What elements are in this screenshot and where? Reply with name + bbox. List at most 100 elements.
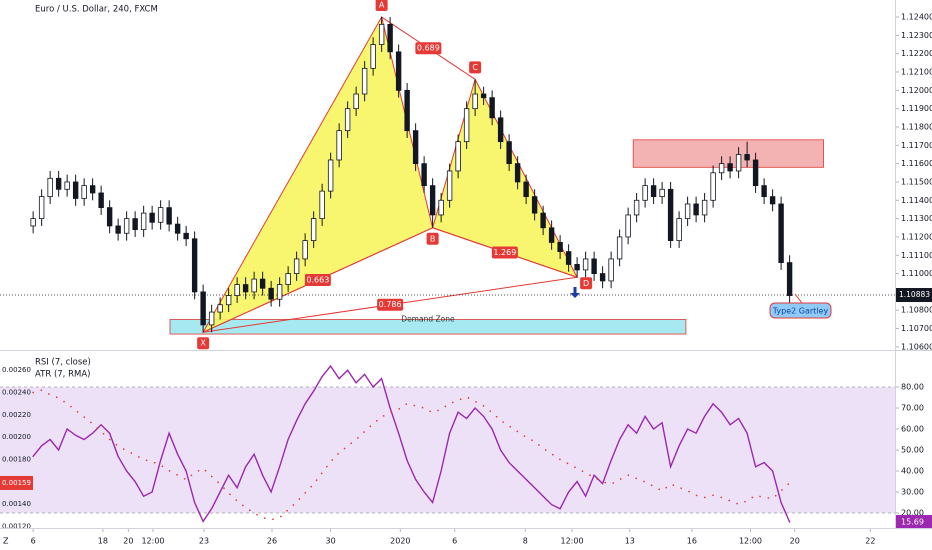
candle-body <box>506 141 512 165</box>
candle-body <box>106 207 113 227</box>
ratio-label: 1.269 <box>493 248 516 257</box>
candle-body <box>47 177 53 198</box>
callout-pointer <box>794 293 803 304</box>
candle-body <box>302 240 308 260</box>
legend-atr: ATR (7, RMA) <box>35 370 90 380</box>
candle-body <box>55 177 62 190</box>
candle-body <box>744 154 750 161</box>
candle-body <box>480 93 487 99</box>
candle-body <box>735 154 742 172</box>
candle-body <box>565 251 572 265</box>
candle-body <box>684 203 691 220</box>
ratio-label: 0.689 <box>417 44 440 53</box>
rsi-last-label: 15.69 <box>901 518 924 527</box>
x-tick-label: 12:00 <box>560 537 583 546</box>
x-tick-label: 26 <box>267 537 277 546</box>
atr-last-box <box>0 475 33 490</box>
x-tick-label: 8 <box>523 537 528 546</box>
y-tick-label: 1.12100 <box>901 68 932 77</box>
pattern-point-label: B <box>430 234 436 243</box>
candle-body <box>667 188 674 242</box>
candle-body <box>497 117 504 143</box>
y-tick-label-atr: 0.00260 <box>2 366 31 374</box>
candle-body <box>489 97 495 119</box>
candle-body <box>344 108 351 132</box>
candle-body <box>574 264 580 271</box>
candle-body <box>336 130 342 161</box>
candle-body <box>370 44 376 69</box>
y-tick-label-atr: 0.00220 <box>2 411 31 419</box>
candle-body <box>166 207 172 225</box>
candle-body <box>421 163 427 187</box>
zone-label: Demand Zone <box>401 314 455 323</box>
candle-body <box>412 130 419 165</box>
y-tick-label-atr: 0.00140 <box>2 500 31 508</box>
y-tick-label: 1.10700 <box>901 324 932 333</box>
y2-tick-label: 80.00 <box>901 383 924 392</box>
rsi-last-box <box>896 515 932 530</box>
x-tick-label: 12:00 <box>141 537 164 546</box>
candle-body <box>786 262 793 296</box>
chart-title: Euro / U.S. Dollar, 240, FXCM <box>35 5 158 15</box>
callout-text: Type2 Gartley <box>772 307 829 316</box>
y2-tick-label: 50.00 <box>901 445 924 454</box>
pattern-point-box <box>469 61 482 74</box>
y2-tick-label: 40.00 <box>901 466 924 475</box>
zone <box>632 139 825 168</box>
candle-body <box>429 185 436 216</box>
candle-body <box>633 199 640 216</box>
y2-tick-label: 60.00 <box>901 425 924 434</box>
candle-body <box>463 108 470 143</box>
candle-body <box>395 51 402 91</box>
y2-tick-label: 20.00 <box>901 508 924 517</box>
candle-body <box>676 218 682 242</box>
candle-body <box>174 223 181 234</box>
candle-body <box>200 291 206 326</box>
candle-body <box>123 218 130 234</box>
y-tick-label: 1.11400 <box>901 196 932 205</box>
candle-body <box>718 163 725 174</box>
x-tick-label: 16 <box>687 537 697 546</box>
candle-body <box>625 214 631 238</box>
candle-body <box>591 258 597 274</box>
y-tick-label: 1.11600 <box>901 159 932 168</box>
last-price-box <box>896 288 932 303</box>
ratio-box <box>377 298 404 311</box>
candle-body <box>531 196 538 214</box>
y-tick-label: 1.12000 <box>901 86 932 95</box>
candle-body <box>30 218 36 227</box>
x-tick-label: 6 <box>452 537 457 546</box>
main-layer <box>0 17 895 523</box>
rsi-band <box>0 387 895 513</box>
candle-body <box>132 218 138 231</box>
y-tick-label: 1.11900 <box>901 104 932 113</box>
pattern-point-label: C <box>472 63 478 72</box>
candle-body <box>650 185 657 198</box>
y-tick-label: 1.10800 <box>901 306 932 315</box>
y-tick-label-atr: 0.00180 <box>2 456 31 464</box>
atr-last-label: 0.00159 <box>2 479 31 487</box>
candle-body <box>285 273 291 285</box>
candle-body <box>259 278 266 289</box>
candle-body <box>540 212 546 229</box>
candle-body <box>115 225 121 234</box>
candle-body <box>701 199 708 216</box>
x-tick-label: 20 <box>790 537 800 546</box>
y-tick-label: 1.12200 <box>901 49 932 58</box>
candle-body <box>693 203 699 216</box>
x-tick-label: 22 <box>865 537 875 546</box>
y2-tick-label: 30.00 <box>901 487 924 496</box>
pattern-point-box <box>580 277 593 290</box>
ratio-box <box>491 246 518 259</box>
candle-body <box>327 159 334 192</box>
candle-body <box>251 278 257 293</box>
candle-body <box>81 185 87 199</box>
y-tick-label: 1.11700 <box>901 141 932 150</box>
candle-body <box>353 93 359 110</box>
y-tick-label-atr: 0.00200 <box>2 433 31 441</box>
candle-body <box>183 232 189 240</box>
candle-body <box>472 93 478 110</box>
last-price-label: 1.10883 <box>899 290 930 299</box>
